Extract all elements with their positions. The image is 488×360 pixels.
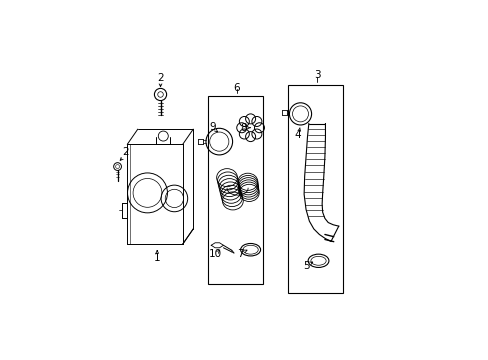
Text: 10: 10 bbox=[208, 249, 221, 260]
Text: 2: 2 bbox=[122, 147, 129, 157]
Text: 1: 1 bbox=[154, 253, 160, 263]
Text: 8: 8 bbox=[240, 123, 246, 133]
Text: 7: 7 bbox=[236, 249, 243, 259]
Text: 2: 2 bbox=[157, 73, 163, 83]
Text: 5: 5 bbox=[302, 261, 309, 271]
Bar bbox=[207, 96, 263, 284]
Text: 6: 6 bbox=[233, 82, 240, 93]
Text: 9: 9 bbox=[208, 122, 215, 132]
Bar bbox=[287, 85, 343, 293]
Text: 4: 4 bbox=[294, 130, 301, 140]
Text: 3: 3 bbox=[313, 70, 320, 80]
